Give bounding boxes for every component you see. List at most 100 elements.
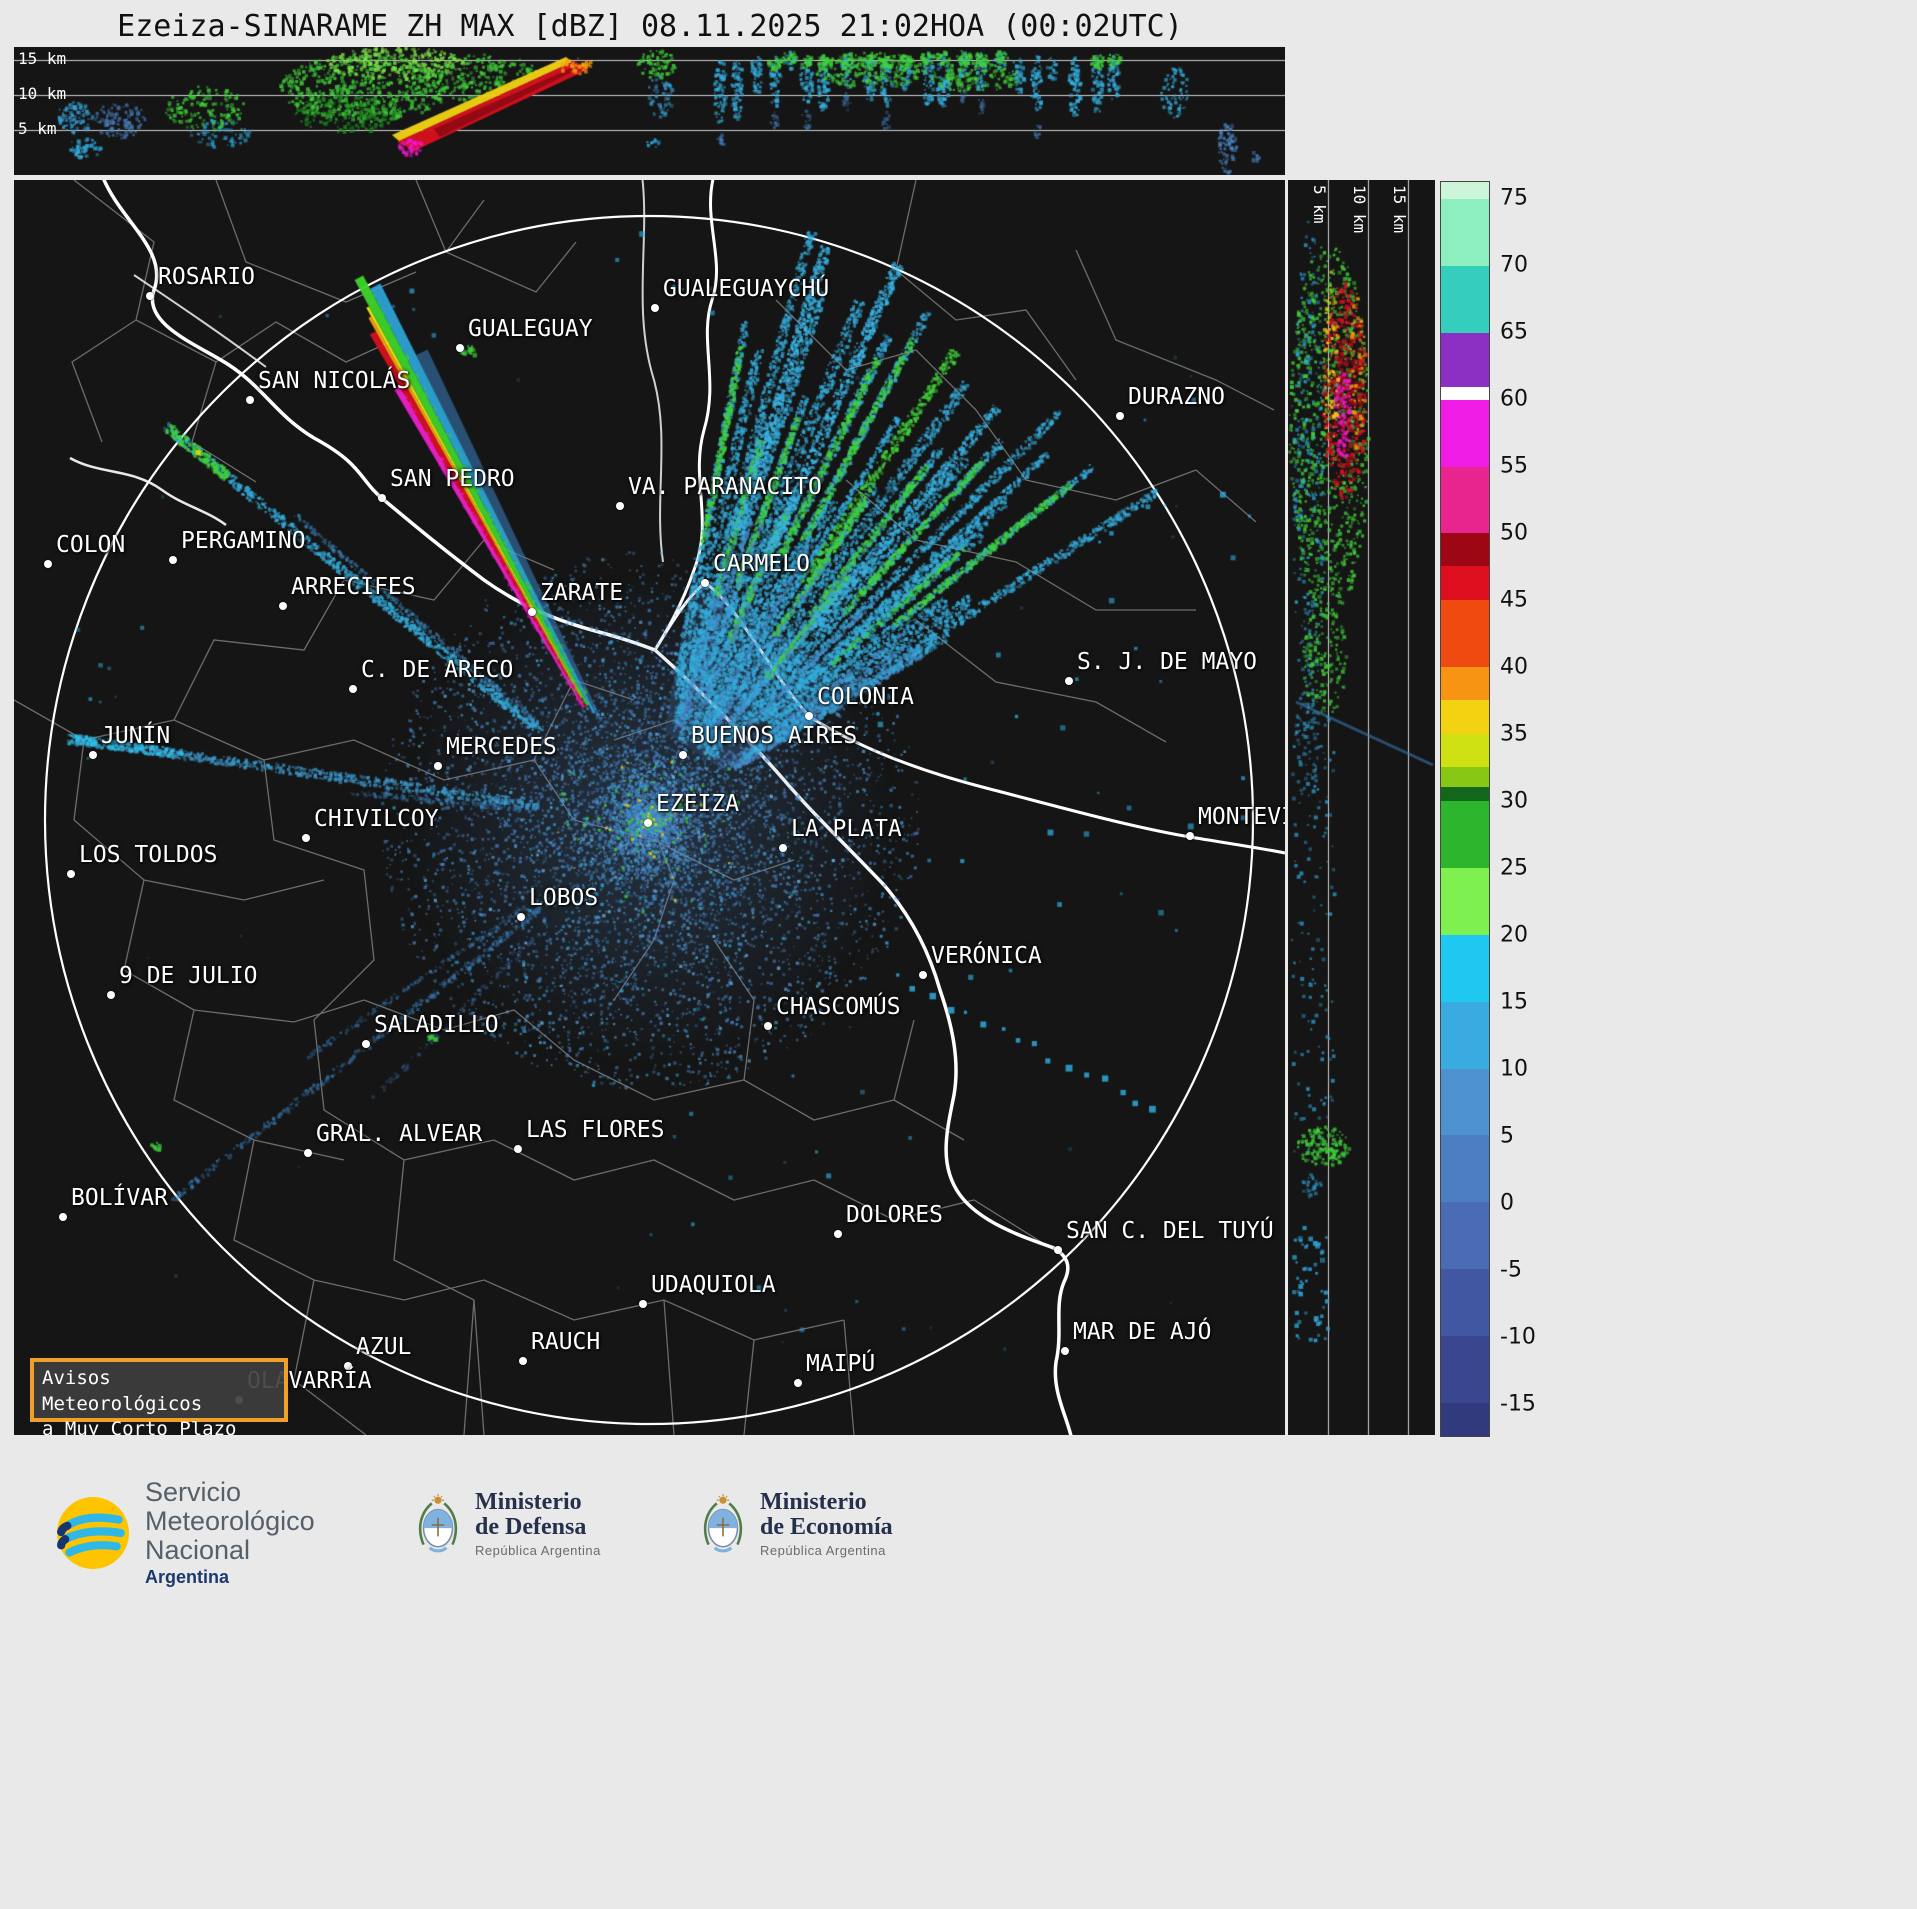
colorbar-tick-label: -5 [1500,1257,1522,1283]
colorbar-segment [1441,600,1489,668]
colorbar-tick-label: 35 [1500,721,1528,747]
city-dot [701,579,709,587]
city-label-va-paranacito: VA. PARANACITO [628,474,822,500]
cross-section-top-panel: 15 km 10 km 5 km [14,47,1285,175]
city-label-chascomús: CHASCOMÚS [776,994,901,1020]
colorbar-tick-label: 20 [1500,922,1528,948]
colorbar-segment [1441,1269,1489,1337]
colorbar-labels: 75 70 65 60 55 50 45 40 35 30 25 20 15 10 5 0 -5 -10 -15 [1500,181,1580,1437]
city-label-azul: AZUL [356,1334,412,1360]
colorbar-tick-label: -10 [1500,1324,1536,1350]
city-label-carmelo: CARMELO [713,551,810,577]
colorbar-tick-label: 50 [1500,520,1528,546]
radar-map-panel: ROSARIO GUALEGUAYCHÚ GUALEGUAY SAN NICOLÁS D… [14,180,1285,1435]
city-dot [639,1300,647,1308]
colorbar-tick-label: 0 [1500,1190,1514,1216]
city-label-gualeguaychú: GUALEGUAYCHÚ [663,276,830,302]
city-label-mercedes: MERCEDES [446,734,557,760]
city-dot [794,1379,802,1387]
colorbar-tick-label: 25 [1500,855,1528,881]
colorbar-segment [1441,734,1489,768]
city-dot [246,396,254,404]
altitude-label: 5 km [1310,185,1329,224]
colorbar-segment [1441,1202,1489,1270]
city-label-saladillo: SALADILLO [374,1012,499,1038]
city-dot [169,556,177,564]
city-dot [456,344,464,352]
city-label-zarate: ZARATE [540,580,624,606]
warning-box[interactable]: Avisos Meteorológicos a Muy Corto Plazo [30,1358,288,1435]
smn-name-line1: Servicio [145,1477,242,1507]
altitude-label: 10 km [18,84,67,103]
city-label-9-de-julio: 9 DE JULIO [119,963,258,989]
city-dot [89,751,97,759]
city-dot [1061,1347,1069,1355]
city-label-s-j-de-mayo: S. J. DE MAYO [1077,649,1258,675]
city-dot [378,494,386,502]
colorbar-tick-label: 60 [1500,386,1528,412]
colorbar-tick-label: -15 [1500,1391,1536,1417]
colorbar [1440,181,1490,1437]
ministry-defensa-line1: Ministerio [475,1489,582,1515]
colorbar-segment [1441,265,1489,333]
city-label-chivilcoy: CHIVILCOY [314,806,439,832]
ministry-economia-sub: República Argentina [760,1543,886,1559]
city-label-arrecifes: ARRECIFES [291,574,416,600]
city-label-gualeguay: GUALEGUAY [468,316,593,342]
colorbar-segment [1441,767,1489,788]
colorbar-segment [1441,867,1489,935]
city-label-las-flores: LAS FLORES [526,1117,665,1143]
city-dot [349,685,357,693]
smn-country: Argentina [145,1567,230,1588]
city-dot [1186,832,1194,840]
city-dot [302,834,310,842]
colorbar-segment [1441,182,1489,199]
smn-logo-icon [57,1497,129,1569]
city-label-mar-de-ajó: MAR DE AJÓ [1073,1319,1212,1345]
city-dot [59,1213,67,1221]
city-dot [344,1362,352,1370]
city-label-junín: JUNÍN [101,723,171,749]
city-dot [44,560,52,568]
city-label-lobos: LOBOS [529,885,599,911]
colorbar-segment [1441,1336,1489,1404]
colorbar-segment [1441,386,1489,400]
city-dot [1116,412,1124,420]
colorbar-tick-label: 30 [1500,788,1528,814]
city-label-udaquiola: UDAQUIOLA [651,1272,776,1298]
city-dot [519,1357,527,1365]
ministry-economia-block: Ministerio de Economía República Argenti… [700,1489,893,1559]
city-dot [764,1022,772,1030]
warning-line2: a Muy Corto Plazo [42,1418,237,1435]
ministry-economia-line1: Ministerio [760,1489,867,1515]
city-dot [1065,677,1073,685]
colorbar-segment [1441,801,1489,868]
city-label-c-de-areco: C. DE ARECO [361,657,514,683]
colorbar-tick-label: 65 [1500,319,1528,345]
coat-of-arms-icon [703,1494,743,1553]
colorbar-segment [1441,332,1489,387]
colorbar-segment [1441,700,1489,735]
altitude-label: 15 km [18,49,67,68]
colorbar-tick-label: 55 [1500,453,1528,479]
smn-name-line2: Meteorológico [145,1506,315,1537]
city-dot [434,762,442,770]
city-dot [644,819,652,827]
smn-name-line3: Nacional [145,1535,251,1566]
colorbar-segment [1441,934,1489,1002]
ministry-defensa-block: Ministerio de Defensa República Argentin… [415,1489,601,1558]
city-label-colonia: COLONIA [817,684,914,710]
city-dot [67,870,75,878]
colorbar-segment [1441,198,1489,266]
city-label-bolívar: BOLÍVAR [71,1185,168,1211]
altitude-label: 5 km [18,119,57,138]
city-dot [107,991,115,999]
city-label-buenos-aires: BUENOS AIRES [691,723,858,749]
city-label-colon: COLON [56,532,126,558]
city-dot [514,1145,522,1153]
cross-section-top-canvas [14,47,1285,175]
ministry-defensa-line2: de Defensa [475,1514,587,1541]
colorbar-segment [1441,533,1489,567]
city-dot [304,1149,312,1157]
city-dot [919,971,927,979]
